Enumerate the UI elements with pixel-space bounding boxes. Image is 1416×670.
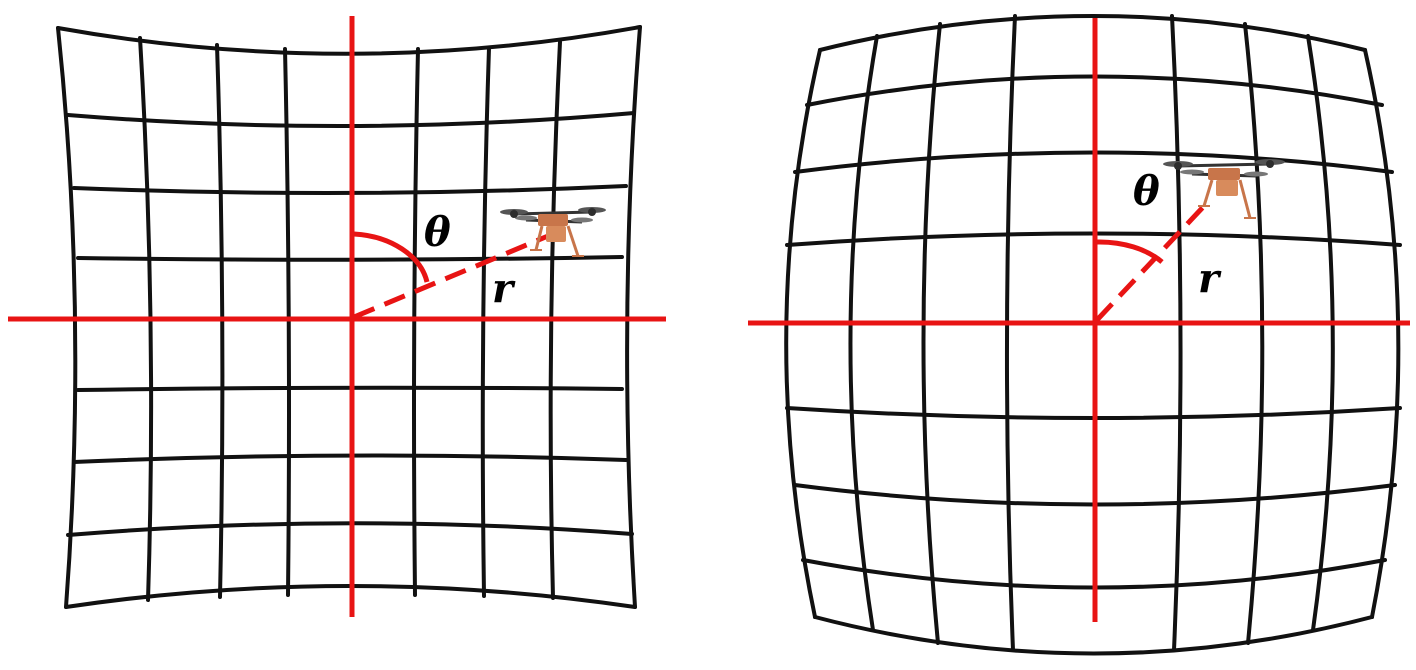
pincushion-radius-line: [353, 233, 549, 320]
barrel-grid-hline: [818, 14, 1367, 52]
pincushion-grid-vline: [412, 47, 420, 597]
barrel-grid-hline: [813, 615, 1374, 656]
barrel-grid-vline: [848, 34, 879, 632]
pincushion-grid-vline: [56, 26, 78, 609]
barrel-grid-vline: [1004, 14, 1017, 652]
pincushion-grid-vline: [625, 25, 642, 609]
pincushion-grid-hline: [56, 25, 642, 56]
barrel-grid-vline: [1243, 22, 1265, 645]
barrel-grid-vline: [921, 22, 942, 645]
pincushion-radius-label: r: [492, 265, 516, 312]
barrel-radius-line: [1095, 203, 1207, 322]
pincushion-grid-vline: [480, 46, 491, 598]
barrel-grid: [784, 14, 1402, 656]
barrel-panel: θ r: [748, 14, 1410, 656]
pincushion-panel: θ r: [8, 16, 666, 617]
barrel-angle-arc: [1096, 239, 1164, 264]
barrel-angle-label: θ: [1133, 168, 1160, 215]
pincushion-angle-arc: [353, 231, 430, 283]
barrel-grid-vline: [784, 48, 822, 619]
pincushion-angle-label: θ: [424, 209, 451, 256]
barrel-grid-vline: [1306, 34, 1335, 632]
barrel-radius-label: r: [1198, 255, 1222, 302]
pincushion-grid-vline: [283, 47, 291, 597]
drone-icon: [1163, 159, 1285, 219]
barrel-grid-vline: [1363, 48, 1401, 619]
barrel-grid-vline: [1170, 14, 1183, 652]
drone-icon: [500, 207, 606, 257]
